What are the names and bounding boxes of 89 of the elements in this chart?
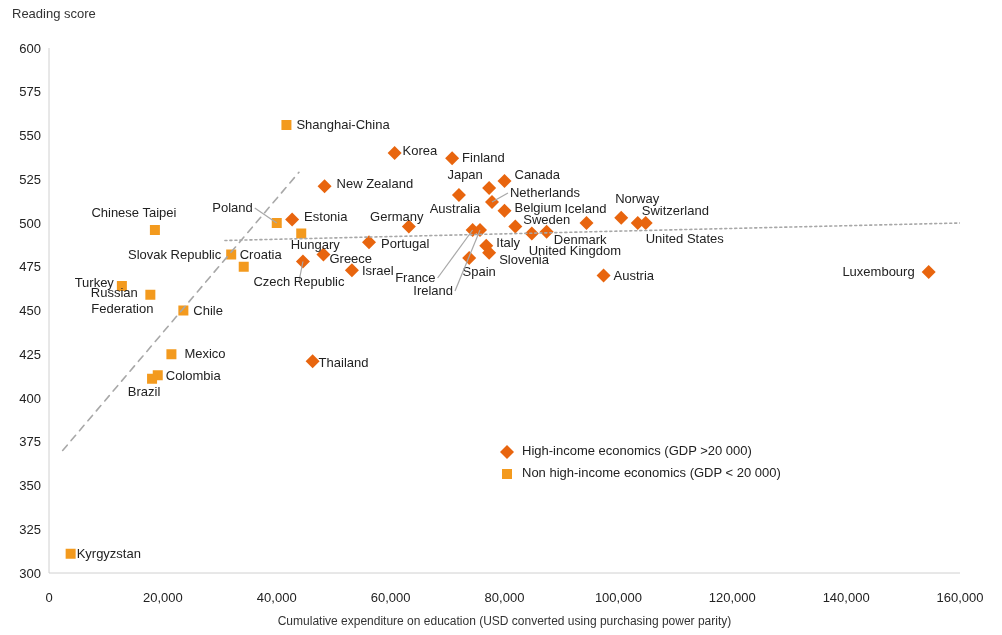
- y-tick-label: 400: [19, 390, 41, 406]
- y-tick-label: 500: [19, 215, 41, 231]
- y-tick-label: 550: [19, 128, 41, 144]
- x-tick-label: 100,000: [594, 590, 642, 606]
- point: [482, 245, 497, 260]
- annotation: Croatia: [239, 246, 283, 262]
- annotation: France: [395, 270, 436, 285]
- annotation: Colombia: [165, 368, 222, 384]
- point: [579, 216, 594, 230]
- x-tick-label: 40,000: [256, 590, 297, 606]
- y-tick-label: 525: [19, 171, 41, 187]
- point: [451, 188, 466, 202]
- y-tick-label: 375: [19, 434, 41, 450]
- point: [361, 235, 376, 250]
- y-tick-label: 425: [19, 346, 41, 362]
- annotation: Luxembourg: [842, 264, 915, 279]
- point: [387, 146, 402, 160]
- annotation: Iceland: [564, 201, 607, 216]
- point: [508, 219, 523, 234]
- annotation: Germany: [370, 208, 425, 224]
- point: [484, 195, 499, 209]
- annotation: Ireland: [413, 283, 454, 298]
- point: [149, 225, 160, 235]
- point: [296, 228, 307, 239]
- y-tick-label: 325: [19, 521, 41, 537]
- annotation: Israel: [361, 263, 394, 279]
- point: [596, 268, 611, 283]
- y-tick-label: 600: [19, 40, 41, 56]
- point: [317, 179, 332, 194]
- y-tick-label: 475: [19, 259, 41, 275]
- point: [295, 254, 310, 269]
- annotation: Italy: [496, 234, 521, 250]
- x-tick-label: 60,000: [370, 590, 411, 606]
- annotation: Mexico: [184, 346, 226, 362]
- annotation: Canada: [514, 167, 561, 182]
- point: [281, 120, 292, 130]
- x-tick-label: 120,000: [708, 590, 756, 606]
- x-axis-title: Cumulative expenditure on education (USD converted using purchasing power parity): [277, 614, 732, 628]
- x-tick-label: 140,000: [822, 590, 870, 606]
- point: [238, 261, 249, 272]
- y-axis-title: Reading score: [12, 6, 96, 21]
- annotation: United States: [645, 231, 725, 246]
- point: [166, 349, 177, 360]
- annotation: Poland: [212, 200, 253, 215]
- x-tick-label: 0: [45, 590, 53, 606]
- point: [921, 265, 936, 279]
- point: [305, 354, 320, 369]
- annotation: Denmark: [553, 231, 608, 247]
- point: [147, 373, 158, 384]
- point: [482, 181, 497, 195]
- annotation: Australia: [429, 201, 482, 216]
- x-tick-label: 20,000: [142, 590, 183, 606]
- annotation: Slovak Republic: [127, 246, 222, 262]
- point: [614, 210, 629, 225]
- legend-label: High-income economics (GDP >20 000): [521, 442, 753, 460]
- y-tick-label: 575: [19, 84, 41, 100]
- annotation: Austria: [613, 267, 655, 283]
- y-tick-label: 350: [19, 478, 41, 494]
- annotation: Kyrgyzstan: [76, 545, 141, 561]
- annotation: Thailand: [318, 355, 369, 371]
- point: [145, 289, 156, 300]
- legend-label: Non high-income economics (GDP < 20 000): [521, 464, 781, 482]
- annotation: Spain: [462, 264, 496, 279]
- annotation: Chile: [193, 302, 223, 318]
- annotation: Norway: [615, 190, 660, 206]
- y-tick-label: 300: [19, 565, 41, 581]
- point: [285, 212, 300, 227]
- annotation: Netherlands: [509, 185, 581, 200]
- annotation: Finland: [462, 150, 505, 166]
- point: [497, 174, 512, 188]
- annotation: Brazil: [127, 383, 161, 399]
- point: [497, 203, 512, 218]
- annotation: Shanghai-China: [296, 117, 391, 132]
- x-tick-label: 80,000: [484, 590, 525, 606]
- point: [344, 263, 359, 278]
- annotation: Japan: [447, 167, 483, 182]
- annotation: Korea: [402, 143, 439, 158]
- point: [271, 218, 282, 228]
- y-tick-label: 450: [19, 303, 41, 319]
- annotation: Czech Republic: [253, 273, 345, 289]
- annotation: New Zealand: [336, 176, 414, 192]
- annotation: Portugal: [380, 236, 430, 252]
- point: [445, 151, 460, 166]
- annotation: Chinese Taipei: [91, 205, 177, 220]
- x-tick-label: 160,000: [936, 590, 984, 606]
- point: [65, 548, 76, 559]
- annotation: Hungary: [290, 236, 341, 252]
- annotation: Estonia: [304, 208, 349, 224]
- annotation: Turkey: [74, 275, 115, 290]
